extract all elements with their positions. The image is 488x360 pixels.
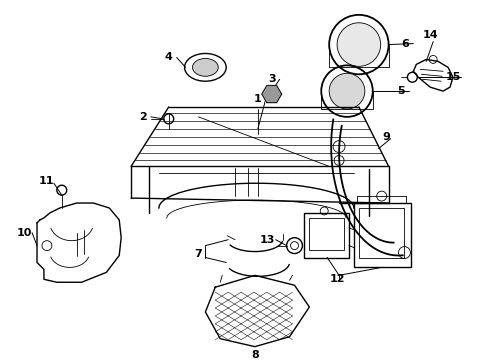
Text: 13: 13 [260,235,275,245]
Text: 15: 15 [445,72,460,82]
Text: 11: 11 [39,176,55,186]
Text: 12: 12 [329,274,344,284]
Text: 1: 1 [253,94,261,104]
Bar [309,218,344,249]
Text: 3: 3 [267,74,275,84]
Text: 7: 7 [194,248,202,258]
Text: 14: 14 [422,30,437,40]
Circle shape [328,73,364,109]
Text: 5: 5 [397,86,405,96]
Bar [353,203,410,267]
Polygon shape [261,86,281,103]
Circle shape [407,72,416,82]
Circle shape [336,23,380,66]
Text: 4: 4 [164,53,172,62]
Circle shape [163,114,173,124]
Text: 10: 10 [17,228,32,238]
Circle shape [290,242,298,249]
Text: 8: 8 [250,350,258,360]
Circle shape [428,55,436,63]
Bar [304,213,348,257]
Text: 9: 9 [382,132,390,142]
Text: 6: 6 [401,39,408,49]
Circle shape [57,185,66,195]
Bar [358,208,404,257]
Ellipse shape [192,58,218,76]
Text: 2: 2 [139,112,146,122]
